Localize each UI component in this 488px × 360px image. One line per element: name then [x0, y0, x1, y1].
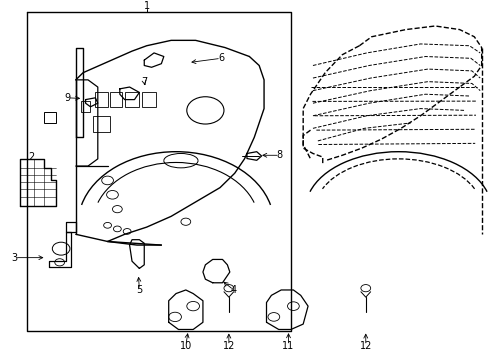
Text: 8: 8 — [276, 150, 282, 160]
Text: 1: 1 — [143, 1, 149, 11]
Text: 11: 11 — [282, 341, 294, 351]
Bar — [44, 112, 56, 123]
Bar — [110, 93, 122, 107]
Text: 9: 9 — [64, 93, 70, 103]
Text: 12: 12 — [359, 341, 371, 351]
Text: 2: 2 — [29, 152, 35, 162]
Text: 5: 5 — [136, 285, 142, 295]
Text: 7: 7 — [141, 77, 147, 87]
Text: 3: 3 — [12, 253, 18, 263]
Text: 12: 12 — [222, 341, 235, 351]
Text: 6: 6 — [218, 53, 224, 63]
Bar — [142, 93, 156, 107]
Bar — [124, 93, 139, 107]
Text: 4: 4 — [230, 285, 236, 295]
Bar — [81, 101, 90, 112]
Text: 10: 10 — [179, 341, 192, 351]
Bar — [95, 93, 107, 107]
Bar — [93, 116, 110, 132]
